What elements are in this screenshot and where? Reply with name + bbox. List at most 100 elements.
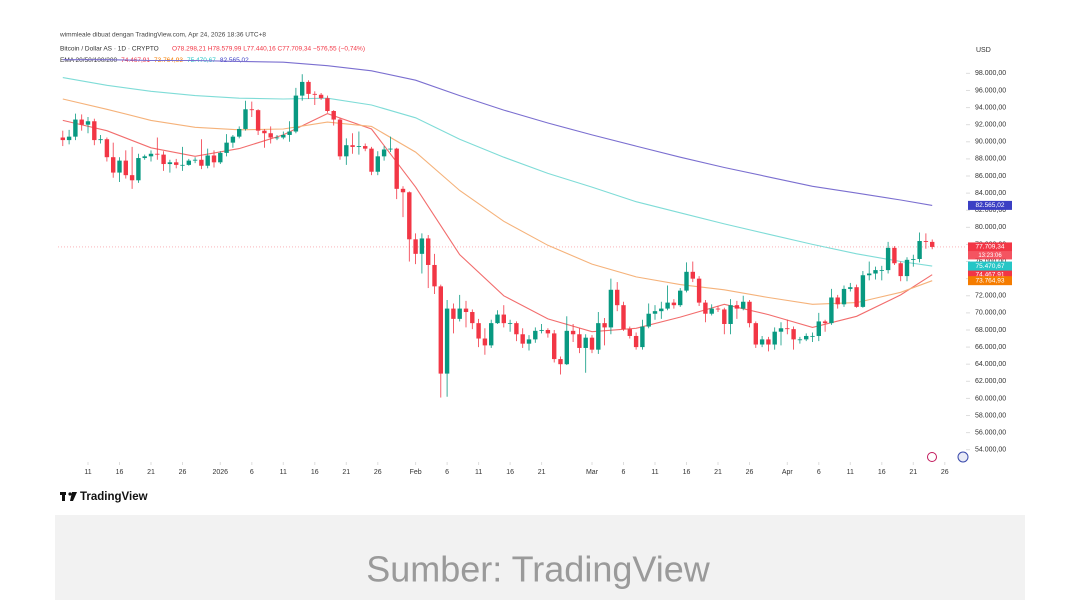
candle-body bbox=[60, 137, 65, 141]
x-tick-label: 26 bbox=[374, 469, 382, 476]
candle-body bbox=[230, 136, 236, 143]
candle-body bbox=[419, 238, 425, 254]
candle-body bbox=[199, 159, 204, 166]
y-tick-label: 84.000,00 bbox=[975, 190, 1006, 197]
candle-body bbox=[564, 330, 569, 365]
candle-body bbox=[407, 192, 412, 240]
price-tag-label: 74.467,91 bbox=[976, 271, 1005, 278]
x-tick-label: 21 bbox=[538, 469, 546, 476]
candle-body bbox=[640, 326, 645, 348]
ema-line bbox=[62, 59, 933, 206]
candle-body bbox=[615, 289, 620, 306]
watermark: wimmleale dibuat dengan TradingView.com,… bbox=[59, 32, 266, 39]
candle-body bbox=[778, 328, 784, 332]
candle-body bbox=[337, 119, 343, 157]
x-tick-label: 11 bbox=[280, 469, 287, 476]
candle-body bbox=[791, 329, 796, 340]
x-tick-label: 6 bbox=[622, 469, 626, 476]
candle-body bbox=[690, 271, 695, 279]
candle-body bbox=[167, 162, 173, 165]
x-tick-label: 21 bbox=[714, 469, 722, 476]
candle-body bbox=[432, 264, 437, 287]
candle-body bbox=[577, 334, 582, 348]
candle-body bbox=[848, 287, 853, 289]
candle-body bbox=[375, 156, 380, 172]
x-tick-label: 11 bbox=[847, 469, 854, 476]
y-tick-label: 98.000,00 bbox=[975, 70, 1006, 77]
candle-body bbox=[363, 146, 368, 149]
candle-body bbox=[444, 308, 450, 374]
y-tick-label: 62.000,00 bbox=[975, 378, 1006, 385]
candle-body bbox=[224, 142, 229, 153]
candle-body bbox=[218, 152, 223, 163]
candle-body bbox=[867, 273, 872, 276]
candle-body bbox=[759, 339, 765, 345]
candle-body bbox=[728, 305, 733, 324]
candle-body bbox=[161, 154, 166, 165]
price-tag-label: 73.764,93 bbox=[976, 277, 1005, 284]
candle-body bbox=[306, 81, 311, 94]
candle-body bbox=[243, 109, 248, 129]
candle-body bbox=[129, 175, 135, 181]
ema-line bbox=[62, 98, 933, 305]
y-tick-label: 92.000,00 bbox=[975, 122, 1006, 129]
candle-body bbox=[659, 308, 664, 312]
y-tick-label: 86.000,00 bbox=[975, 173, 1006, 180]
candle-body bbox=[287, 131, 292, 135]
countdown: 13:23:06 bbox=[978, 253, 1002, 259]
ema-line bbox=[62, 113, 933, 333]
x-tick-label: Feb bbox=[410, 469, 422, 476]
logo-text: TradingView bbox=[80, 491, 148, 503]
candle-body bbox=[652, 311, 658, 314]
candle-body bbox=[885, 247, 891, 271]
candle-body bbox=[344, 145, 349, 157]
candle-body bbox=[520, 334, 525, 344]
y-tick-label: 54.000,00 bbox=[975, 447, 1006, 454]
candle-body bbox=[123, 160, 128, 176]
candle-body bbox=[489, 323, 494, 346]
candle-body bbox=[747, 301, 752, 324]
x-tick-label: Mar bbox=[586, 469, 599, 476]
ohlc: O78.298,21 H78.579,99 L77.440,16 C77.709… bbox=[172, 46, 365, 53]
candle-body bbox=[684, 271, 689, 291]
x-tick-label: 6 bbox=[817, 469, 821, 476]
price-tag-label: 77.709,34 bbox=[976, 244, 1005, 251]
x-tick-label: 11 bbox=[651, 469, 658, 476]
candle-body bbox=[180, 164, 185, 166]
candle-body bbox=[174, 162, 179, 165]
candle-body bbox=[155, 153, 160, 155]
price-tag-label: 82.565,02 bbox=[976, 202, 1005, 209]
y-tick-label: 82.000,00 bbox=[975, 207, 1006, 214]
candle-body bbox=[186, 160, 191, 165]
logo-mark bbox=[70, 492, 77, 501]
candle-body bbox=[822, 321, 828, 324]
candle-body bbox=[860, 275, 866, 307]
candle-body bbox=[923, 241, 929, 242]
candle-body bbox=[678, 290, 683, 306]
candle-body bbox=[596, 323, 601, 350]
candle-body bbox=[318, 94, 324, 99]
candle-body bbox=[696, 278, 702, 303]
candle-body bbox=[621, 305, 626, 330]
candle-body bbox=[381, 149, 387, 157]
candle-body bbox=[772, 331, 777, 345]
x-tick-label: 21 bbox=[342, 469, 350, 476]
candle-body bbox=[211, 155, 217, 163]
price-tag bbox=[968, 261, 1012, 271]
x-tick-label: 11 bbox=[475, 469, 482, 476]
candle-body bbox=[312, 93, 317, 95]
x-tick-label: 26 bbox=[746, 469, 754, 476]
countdown-tag bbox=[968, 251, 1012, 260]
candle-body bbox=[73, 119, 78, 137]
candle-body bbox=[85, 121, 91, 125]
candle-body bbox=[715, 308, 721, 310]
candle-body bbox=[753, 323, 758, 345]
y-tick-label: 80.000,00 bbox=[975, 224, 1006, 231]
candle-body bbox=[797, 339, 803, 341]
price-tag bbox=[968, 270, 1012, 280]
y-tick-label: 90.000,00 bbox=[975, 139, 1006, 146]
x-tick-label: 26 bbox=[179, 469, 187, 476]
candle-body bbox=[703, 302, 708, 314]
y-tick-label: 72.000,00 bbox=[975, 293, 1006, 300]
